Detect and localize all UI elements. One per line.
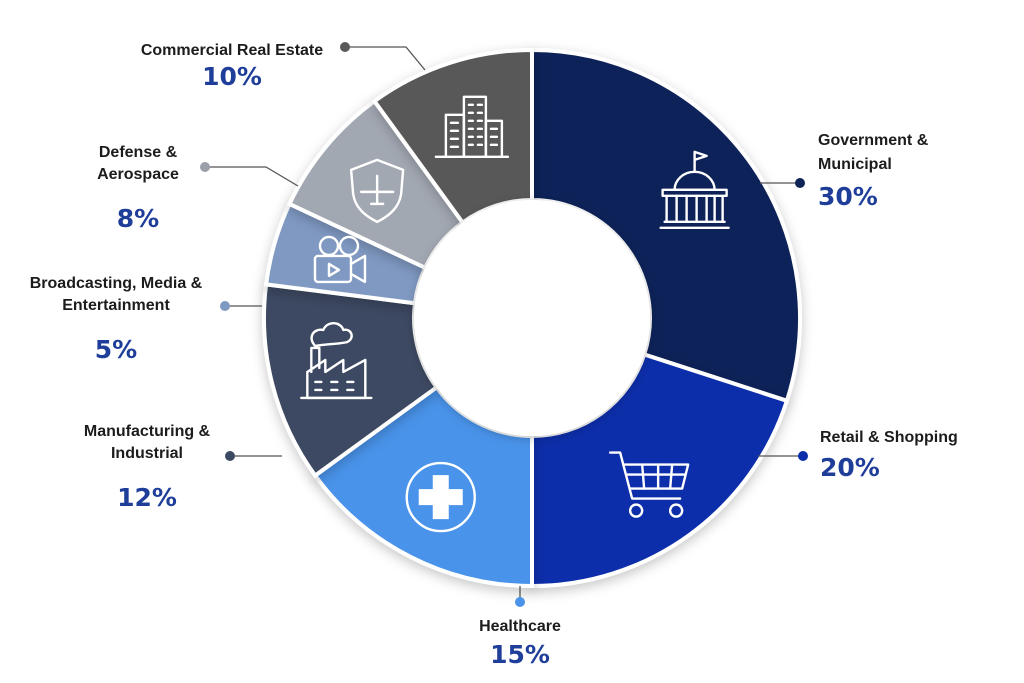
slice-label: Municipal: [818, 156, 892, 173]
slice-retail-shopping: [530, 351, 790, 589]
slice-label: Broadcasting, Media &: [30, 275, 203, 292]
leader-dot: [340, 42, 350, 52]
slice-value-label: 30%: [818, 182, 878, 211]
shield-plane-icon: [349, 158, 405, 224]
video-camera-icon: [313, 235, 367, 284]
slice-label: Industrial: [111, 445, 183, 462]
leader-line: [345, 46, 426, 71]
slice-value-label: 8%: [117, 204, 159, 233]
slice-label: Retail & Shopping: [820, 429, 958, 446]
leader-line: [205, 166, 299, 187]
slice-value-label: 10%: [202, 62, 262, 91]
slice-label: Manufacturing &: [84, 423, 211, 440]
leader-dot: [200, 162, 210, 172]
slice-label: Commercial Real Estate: [141, 42, 323, 59]
slice-value-label: 5%: [95, 335, 137, 364]
leader-dot: [515, 597, 525, 607]
leader-dot: [225, 451, 235, 461]
slice-value-label: 15%: [490, 640, 550, 669]
slice-label: Healthcare: [479, 618, 561, 635]
slice-value-label: 12%: [117, 483, 177, 512]
leader-dot: [220, 301, 230, 311]
leader-dot: [795, 178, 805, 188]
slice-label: Government &: [818, 132, 929, 149]
medical-cross-icon: [405, 461, 476, 533]
labels-group: Government & Municipal 30% Retail & Shoppin…: [30, 42, 958, 669]
slice-label: Aerospace: [97, 166, 179, 183]
slice-label: Entertainment: [62, 297, 170, 314]
capitol-building-icon: [659, 150, 730, 230]
slice-label: Defense &: [99, 144, 178, 161]
office-buildings-icon: [434, 95, 510, 159]
leaders-group: [200, 42, 808, 607]
slice-value-label: 20%: [820, 453, 880, 482]
leader-dot: [798, 451, 808, 461]
donut-hole: [414, 200, 650, 436]
shopping-cart-icon: [608, 451, 690, 518]
factory-icon: [300, 322, 373, 400]
icons-group: [300, 95, 730, 533]
